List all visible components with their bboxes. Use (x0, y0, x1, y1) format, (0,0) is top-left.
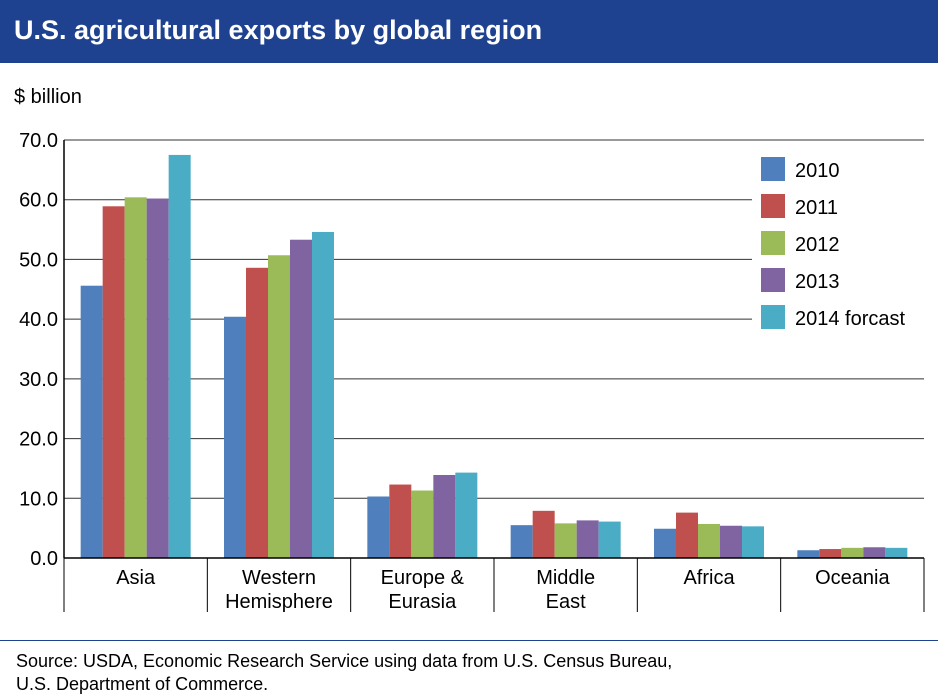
bar (554, 523, 577, 558)
bar (246, 267, 268, 558)
x-tick-label: Europe & Eurasia (381, 567, 465, 613)
legend-swatch (761, 231, 785, 255)
bar (841, 547, 864, 558)
x-tick-label: Middle East (536, 567, 595, 613)
bar (268, 255, 290, 558)
bar (389, 484, 412, 558)
x-tick-label: Oceania (815, 567, 890, 589)
y-tick-label: 70.0 (19, 130, 58, 152)
bar (532, 510, 555, 558)
bar (576, 520, 599, 558)
bar (819, 549, 842, 558)
bar (146, 198, 169, 558)
legend-swatch (761, 157, 785, 181)
bar (367, 496, 390, 558)
source-note: Source: USDA, Economic Research Service … (0, 640, 938, 698)
bar (124, 197, 147, 558)
bar (654, 528, 676, 558)
legend-label: 2013 (795, 271, 840, 293)
bar-chart: 0.0 10.0 20.0 30.0 40.0 50.0 60.0 70.0 Asia Weste… (19, 130, 925, 613)
legend-label: 2012 (795, 234, 840, 256)
bar (102, 206, 125, 559)
x-tick-label: Africa (683, 567, 735, 589)
bar (742, 526, 764, 558)
y-tick-label: 10.0 (19, 488, 58, 510)
bar (510, 525, 533, 558)
bar (312, 231, 334, 558)
source-line-2: U.S. Department of Commerce. (16, 674, 269, 694)
bar (80, 285, 103, 558)
bar (290, 239, 312, 559)
bar (598, 521, 621, 558)
y-tick-label: 0.0 (30, 548, 58, 570)
y-axis-unit-label: $ billion (14, 86, 82, 108)
bar (224, 316, 246, 558)
bar (455, 472, 478, 558)
y-tick-label: 30.0 (19, 369, 58, 391)
x-tick-label: Western Hemisphere (225, 567, 333, 613)
bar (797, 550, 820, 558)
bar (411, 490, 434, 558)
bar (433, 474, 456, 558)
legend-swatch (761, 268, 785, 292)
y-tick-label: 20.0 (19, 429, 58, 451)
source-line-1: Source: USDA, Economic Research Service … (16, 651, 673, 671)
bar (168, 154, 191, 558)
bar (698, 523, 720, 558)
legend-swatch (761, 305, 785, 329)
x-tick-label: Asia (116, 567, 156, 589)
y-tick-label: 60.0 (19, 190, 58, 212)
legend-label: 2011 (795, 197, 838, 219)
bar (720, 525, 742, 558)
bar (676, 512, 698, 558)
legend-swatch (761, 194, 785, 218)
bar (863, 547, 886, 558)
y-tick-label: 40.0 (19, 309, 58, 331)
chart-title: U.S. agricultural exports by global regi… (0, 0, 938, 63)
legend-label: 2010 (795, 160, 840, 182)
y-tick-label: 50.0 (19, 249, 58, 271)
legend-label: 2014 forcast (795, 308, 906, 330)
bar (885, 547, 908, 558)
